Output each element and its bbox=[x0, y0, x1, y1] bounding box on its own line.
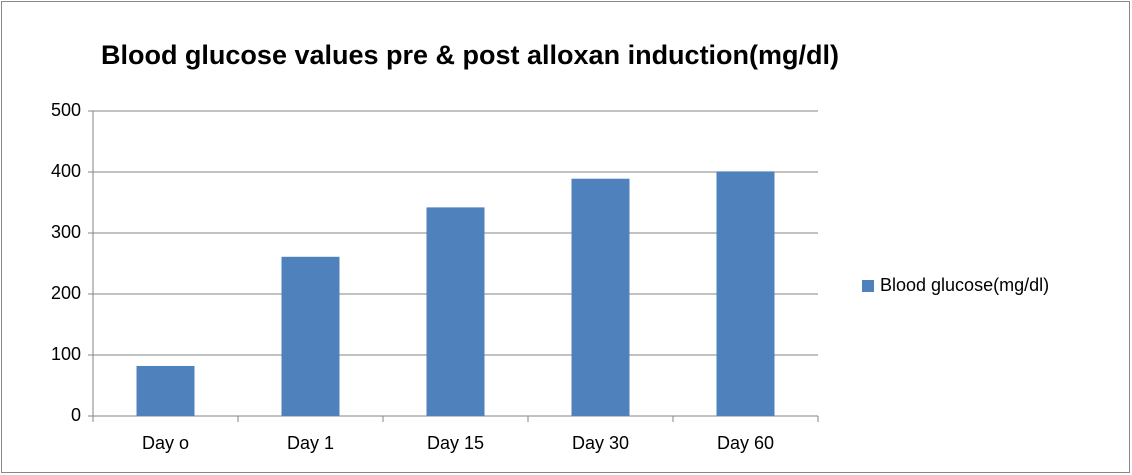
bar bbox=[136, 365, 195, 416]
x-tick-label: Day 30 bbox=[572, 433, 629, 453]
bar bbox=[426, 207, 485, 416]
bar bbox=[281, 256, 340, 416]
y-tick-label: 500 bbox=[51, 100, 81, 120]
y-tick-label: 200 bbox=[51, 283, 81, 303]
y-tick-label: 100 bbox=[51, 344, 81, 364]
x-tick-label: Day o bbox=[142, 433, 189, 453]
x-tick-label: Day 60 bbox=[717, 433, 774, 453]
legend-swatch bbox=[862, 280, 874, 292]
y-tick-label: 400 bbox=[51, 161, 81, 181]
x-tick-label: Day 15 bbox=[427, 433, 484, 453]
y-tick-label: 300 bbox=[51, 222, 81, 242]
y-tick-label: 0 bbox=[71, 405, 81, 425]
bar bbox=[716, 171, 775, 416]
chart-title: Blood glucose values pre & post alloxan … bbox=[101, 40, 839, 70]
x-tick-label: Day 1 bbox=[287, 433, 334, 453]
bar bbox=[571, 178, 630, 416]
legend-label: Blood glucose(mg/dl) bbox=[880, 275, 1049, 295]
